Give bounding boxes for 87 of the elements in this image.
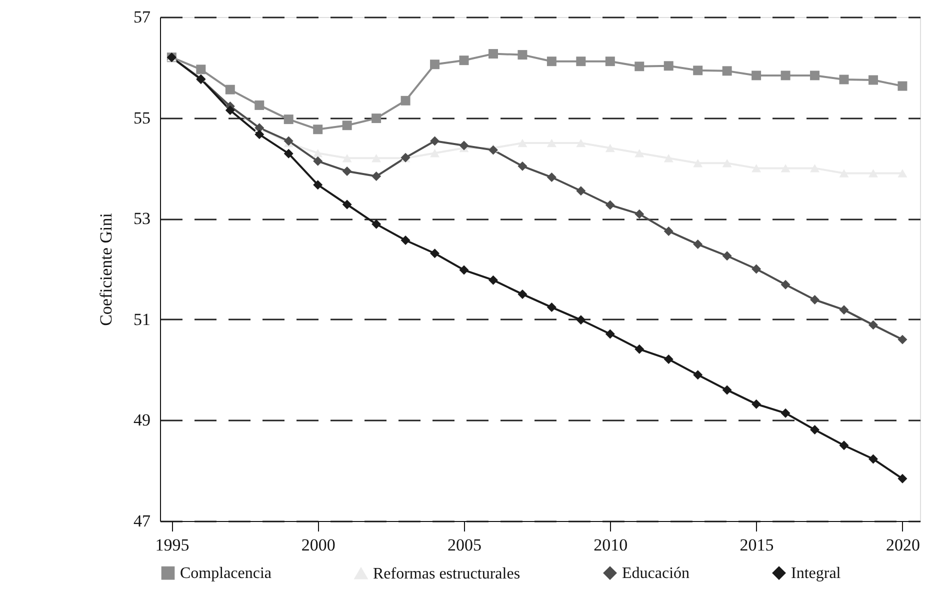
point [898,81,908,91]
point [780,408,790,418]
point [839,305,849,315]
y-tick-label: 53 [134,209,150,228]
point [225,84,235,94]
y-tick-label: 55 [134,108,150,128]
point [372,219,382,229]
point [868,454,878,464]
point [284,114,294,124]
point [459,56,469,66]
point [430,248,440,258]
point [839,440,849,450]
x-tick-label: 2010 [594,536,628,554]
point [605,200,615,210]
point [254,100,264,110]
point [546,172,556,182]
point [810,295,820,304]
point [780,280,790,290]
point [810,70,820,80]
point [898,334,908,344]
point [810,425,820,435]
point [459,265,469,275]
point [664,226,674,236]
point [722,251,732,261]
point [634,62,644,72]
point [488,275,498,285]
point [459,140,469,150]
point [313,156,323,166]
point [605,329,615,339]
y-tick-label: 49 [134,410,150,430]
point [313,124,323,134]
point [342,120,352,130]
point [839,74,849,84]
point [196,64,206,74]
point [868,75,878,85]
point [225,105,235,115]
legend-label: Educación [622,565,690,582]
point [722,66,732,76]
point [693,240,703,250]
point [693,66,703,76]
point [722,385,732,395]
point [518,289,528,299]
point [634,209,644,219]
point [342,166,352,176]
y-tick-label: 57 [134,8,151,26]
point [546,56,556,66]
point [313,148,323,158]
x-tick-label: 2005 [448,536,482,554]
point [430,136,440,146]
legend-label: Integral [791,565,842,582]
point [693,370,703,380]
point [780,70,790,80]
point [400,236,410,246]
point [576,315,586,325]
point [518,161,528,171]
point [342,200,352,210]
x-tick-label: 2015 [740,536,774,554]
point [634,344,644,354]
point [400,96,410,106]
point [518,50,528,60]
x-tick-label: 1995 [155,536,190,554]
point [605,56,615,66]
legend-label: Complacencia [180,565,272,582]
point [898,474,908,484]
legend-label: Reformas estructurales [373,565,520,582]
point [488,49,498,59]
point [576,186,586,196]
point [576,56,586,66]
point [868,320,878,330]
point [752,399,762,409]
y-tick-label: 47 [134,512,151,530]
point [546,302,556,312]
point [752,70,762,80]
point [664,61,674,71]
point [430,60,440,70]
y-axis-title: Coeficiente Gini [96,212,116,326]
point [284,136,294,146]
point [284,148,294,158]
point [372,114,382,124]
point [313,180,323,190]
y-tick-label: 51 [134,310,150,329]
x-tick-label: 2000 [301,536,336,554]
point [372,172,382,182]
point [664,354,674,364]
point [752,264,762,274]
point [254,130,264,140]
x-tick-label: 2020 [886,536,920,554]
